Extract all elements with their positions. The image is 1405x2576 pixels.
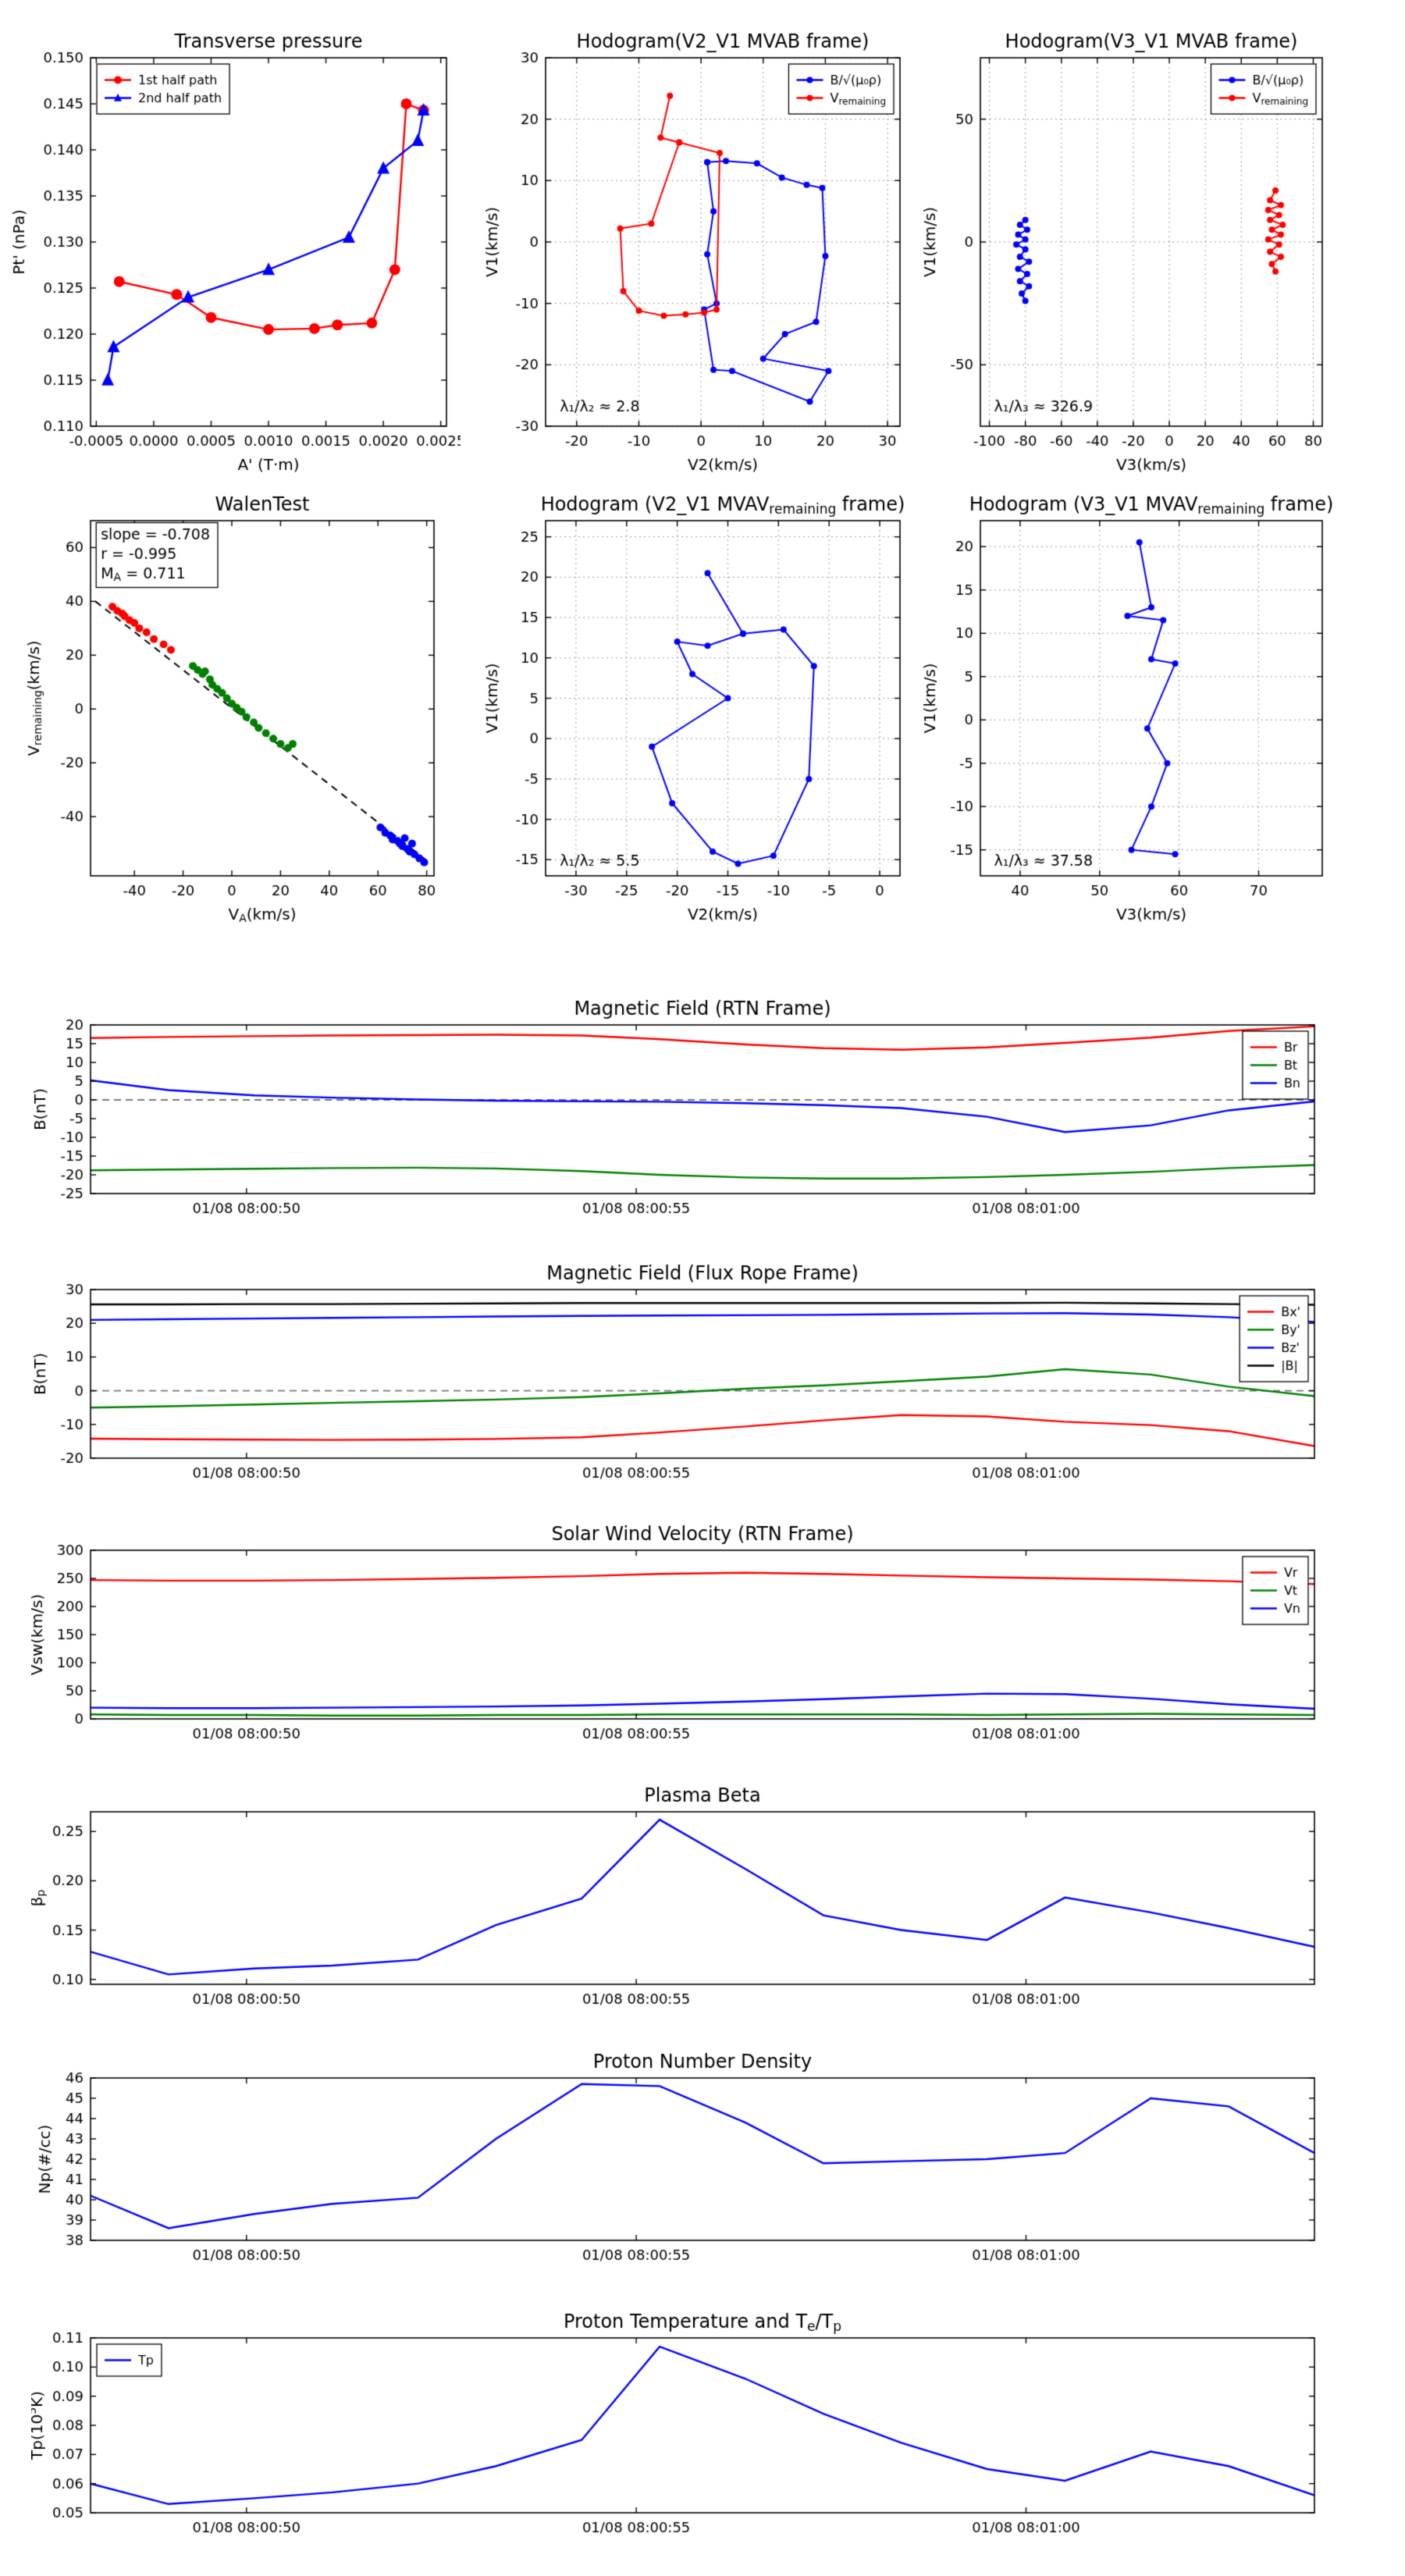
solar-wind-velocity-chart [31,1517,1374,1751]
proton-density-chart [31,2044,1374,2272]
magnetic-field-rtn-chart [31,991,1374,1226]
walen-test-chart [8,484,461,952]
hodogram-v3v1-mvav-chart [921,484,1389,952]
hodogram-v3v1-mvab-chart [921,16,1389,500]
hodogram-v2v1-mvab-chart [468,16,913,500]
transverse-pressure-chart [8,16,461,500]
magnetic-field-flux-rope-chart [31,1256,1374,1490]
proton-temperature-chart [31,2304,1374,2545]
plasma-beta-chart [31,1778,1374,2016]
hodogram-v2v1-mvav-chart [468,484,913,952]
